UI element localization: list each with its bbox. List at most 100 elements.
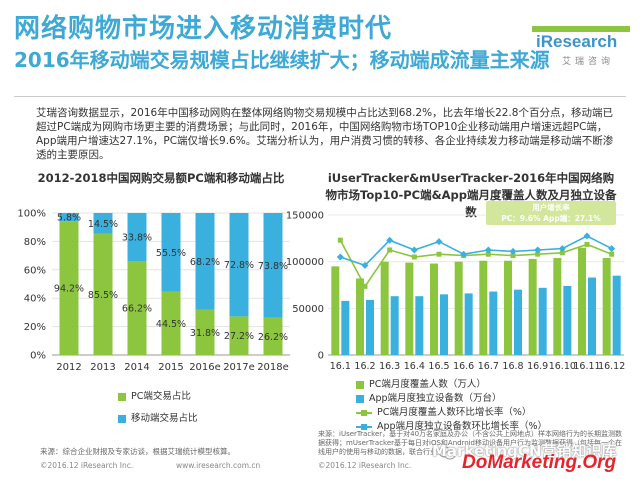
y-tick-label: 100% [17,209,46,220]
x-tick-label: 16.4 [404,361,425,372]
legend-swatch-pc-users [356,381,364,389]
legend-swatch-app-devices [356,395,364,403]
app-growth-point [583,232,591,240]
legend-line-pc-growth [356,408,372,418]
x-tick-label: 16.11 [573,361,600,372]
y-tick-label: 80% [24,237,46,248]
growth-callout-title: 用户增长率 [532,202,570,212]
app-growth-point [361,261,369,269]
mobile-bar [229,213,249,317]
pc-users-bar [479,260,488,355]
x-tick-label: 16.6 [453,361,474,372]
mobile-data-label: 68.2% [190,257,220,268]
y-tick-label: 0% [30,351,46,362]
legend-label-app-devices: App端月度独立设备数（万台） [369,393,502,404]
legend-swatch-mobile [118,415,126,423]
right-footer-copyright: ©2016.12 iResearch Inc. [318,461,412,470]
y-tick-label: 100000 [286,257,324,268]
legend-swatch-pc [118,393,126,401]
y-tick-label: 40% [24,294,46,305]
app-devices-bar [588,277,596,355]
mobile-bar [195,213,215,310]
mobile-bar [263,213,283,318]
app-devices-bar [489,291,498,355]
pc-data-label: 44.5% [156,319,186,330]
pc-users-bar [602,257,611,355]
pc-growth-point [387,247,393,253]
x-tick-label: 2018e [257,362,289,373]
pc-growth-point [510,253,516,259]
legend-item-pc: PC端交易占比 [118,390,198,404]
pc-growth-point [584,241,590,247]
app-growth-point [534,246,542,254]
app-growth-point [410,246,418,254]
mobile-data-label: 72.8% [224,260,254,271]
legend-label-mobile: 移动端交易占比 [131,413,198,424]
app-growth-point [484,246,492,254]
legend-label-pc: PC端交易占比 [131,391,191,402]
mobile-data-label: 33.8% [122,232,152,243]
mobile-data-label: 55.5% [156,248,186,259]
legend-item-app-growth: App端月度独立设备数环比增长率（%） [356,420,547,434]
app-growth-point [336,253,344,261]
mobile-bar [127,213,147,261]
pc-data-label: 66.2% [122,303,152,314]
y-tick-label: 50000 [292,304,324,315]
pc-bar [93,233,113,355]
x-tick-label: 16.1 [330,361,351,372]
legend-item-mobile: 移动端交易占比 [118,412,198,426]
pc-growth-point [559,250,565,256]
x-tick-label: 16.2 [354,361,375,372]
pc-users-bar [405,262,414,355]
watermark-text: MarketingCN营销知识库 [432,442,617,460]
app-growth-point [558,245,566,253]
pc-bar [127,260,147,355]
right-combo-chart: 0 50000 100000 150000 16.1 16.2 16.3 16.4 16.5 16… [286,201,625,372]
legend-label-pc-users: PC端月度覆盖人数（万人） [369,379,486,390]
y-tick-label: 20% [24,322,46,333]
pc-growth-line [339,239,612,288]
iresearch-logo: iResearch 艾瑞咨询 [532,26,630,70]
page-title: 网络购物市场进入移动消费时代 [14,14,393,44]
header-divider [14,96,626,97]
pc-data-label: 26.2% [258,332,288,343]
y-tick-label: 60% [24,265,46,276]
legend-label-pc-growth: PC端月度覆盖人数环比增长率（%） [377,407,532,418]
legend-line-app-growth [356,422,372,432]
pc-growth-point [337,237,343,243]
growth-callout-text: PC：9.6% App端：27.1% [501,213,601,223]
legend-item-app-devices: App端月度独立设备数（万台） [356,392,547,406]
pc-users-bar [356,278,364,355]
y-tick-label: 0 [318,351,324,362]
x-tick-label: 16.5 [428,361,449,372]
pc-growth-point [411,254,417,260]
left-chart-source: 来源：综合企业财报及专家访谈，根据艾瑞统计模型核算。 [40,447,235,456]
pc-bar [59,221,79,355]
description-paragraph: 艾瑞咨询数据显示，2016年中国移动网购在整体网络购物交易规模中占比达到68.2… [36,107,614,161]
app-growth-point [509,247,517,255]
pc-users-bar [454,261,463,355]
app-devices-bar [390,296,399,355]
app-devices-bar [464,293,473,355]
left-chart-title: 2012-2018中国网购交易额PC端和移动端占比 [37,171,285,185]
pc-growth-point [485,251,491,257]
x-tick-label: 16.3 [379,361,400,372]
legend-label-app-growth: App端月度独立设备数环比增长率（%） [377,421,548,432]
right-chart-legend: PC端月度覆盖人数（万人） App端月度独立设备数（万台） PC端月度覆盖人数环… [356,378,547,434]
x-tick-label: 2014 [124,362,149,373]
app-devices-bar [563,285,572,355]
app-growth-line [340,235,613,267]
pc-data-label: 85.5% [88,290,118,301]
right-chart-title: iUserTracker&mUserTracker-2016年中国网络购物市场T… [325,171,617,219]
left-stacked-bar-chart: 0% 20% 40% 60% 80% 100% 94.2% 5.8% 2012 85.5% 14.5… [17,209,290,373]
app-devices-bar [612,275,621,355]
x-tick-label: 2015 [158,362,183,373]
pc-users-bar [331,266,340,355]
pc-data-label: 31.8% [190,328,220,339]
app-growth-point [608,245,616,253]
pc-data-label: 27.2% [224,331,254,342]
app-devices-bar [415,296,424,355]
mobile-bar [161,213,181,292]
legend-item-pc-growth: PC端月度覆盖人数环比增长率（%） [356,406,547,420]
x-tick-label: 2017e [223,362,255,373]
